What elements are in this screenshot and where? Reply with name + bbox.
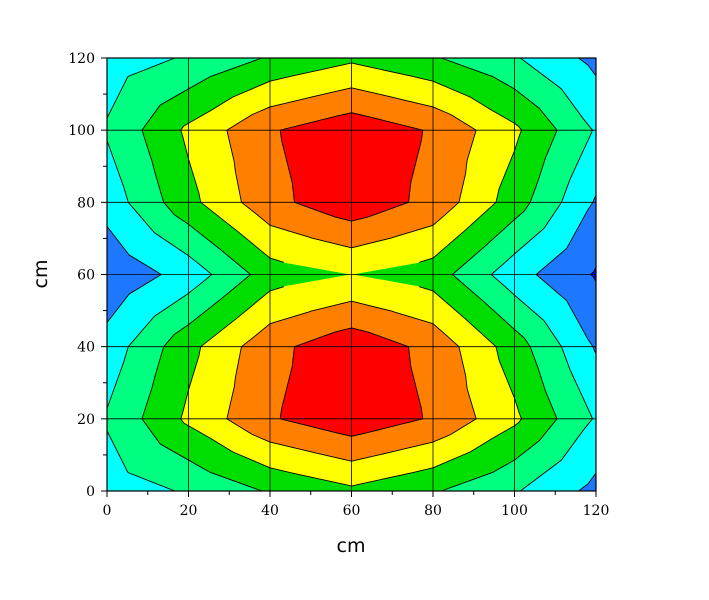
x-tick-label: 40 [261, 503, 279, 519]
y-axis-title: cm [30, 260, 52, 289]
x-tick-label: 20 [180, 503, 198, 519]
y-tick-label: 60 [77, 268, 95, 284]
x-axis-title: cm [337, 535, 366, 557]
y-tick-label: 0 [86, 484, 95, 500]
y-tick-label: 80 [77, 195, 95, 211]
x-tick-label: 120 [583, 503, 610, 519]
x-tick-label: 100 [501, 503, 528, 519]
grid-lines [107, 58, 596, 491]
x-tick-label: 80 [424, 503, 442, 519]
contour-line-1 [590, 267, 596, 282]
contour-line-3 [107, 58, 593, 491]
y-tick-label: 40 [77, 340, 95, 356]
contour-line-4 [141, 58, 558, 491]
x-axis-tick-labels: 0 20 40 60 80 100 120 [103, 503, 610, 519]
x-tick-label: 60 [343, 503, 361, 519]
y-tick-label: 20 [77, 412, 95, 428]
y-tick-label: 100 [68, 123, 95, 139]
y-tick-label: 120 [68, 51, 95, 67]
contour-line-6 [226, 87, 477, 462]
contour-lines [107, 58, 596, 491]
contour-line-5 [180, 62, 523, 487]
axis-ticks [101, 57, 597, 497]
y-axis-tick-labels: 0 20 40 60 80 100 120 [68, 51, 95, 500]
contour-line-7 [279, 112, 424, 437]
x-tick-label: 0 [103, 503, 112, 519]
contour-line-2 [107, 58, 596, 491]
